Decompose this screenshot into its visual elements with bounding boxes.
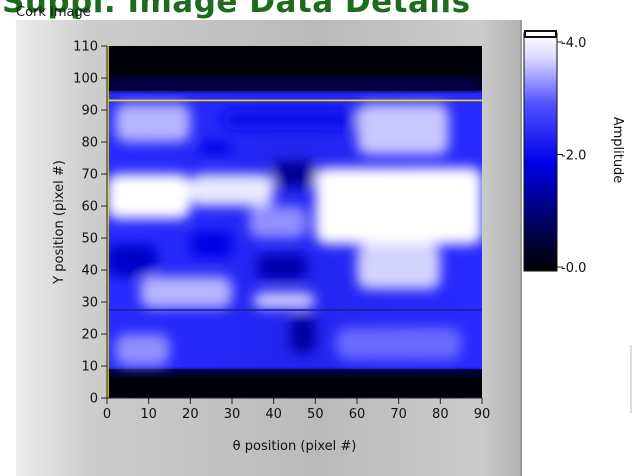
x-tick-label: 20	[182, 407, 199, 422]
dark-region-2	[290, 314, 316, 354]
x-axis-label: θ position (pixel #)	[233, 439, 357, 454]
colorbar	[523, 32, 558, 272]
y-tick-label: 40	[81, 264, 98, 279]
x-tick-label: 60	[349, 407, 366, 422]
x-tick-label: 30	[224, 407, 241, 422]
bright-region-5	[252, 292, 316, 309]
y-tick-label: 60	[81, 200, 98, 215]
x-tick-label: 40	[265, 407, 282, 422]
dark-region-0	[273, 161, 316, 187]
bright-region-3	[357, 244, 441, 290]
y-tick-label: 30	[81, 296, 98, 311]
x-tick-label: 50	[307, 407, 324, 422]
bottom-fade	[107, 369, 482, 376]
dark-region-5	[223, 110, 357, 130]
colorbar-ticks: -4.0 -2.0 -0.0	[557, 36, 586, 276]
colorbar-tick-label: -0.0	[561, 261, 586, 276]
dark-region-1	[257, 254, 307, 280]
x-tick-label: 0	[103, 407, 111, 422]
y-tick-label: 70	[81, 168, 98, 183]
dark-region-6	[190, 231, 232, 258]
colorbar-max-handle[interactable]	[524, 30, 557, 38]
x-tick-label: 70	[390, 407, 407, 422]
bright-region-8	[248, 206, 307, 238]
graph-title: Cork Image	[16, 5, 91, 20]
heatmap-plot-area	[107, 46, 482, 398]
y-tick-label: 50	[81, 232, 98, 247]
amplitude-regions	[107, 103, 482, 366]
colorbar-tick-label: -4.0	[561, 36, 586, 51]
x-tick-label: 10	[140, 407, 157, 422]
y-tick-label: 10	[81, 360, 98, 375]
y-tick-label: 0	[90, 392, 98, 407]
dark-region-3	[107, 244, 157, 277]
bright-region-2	[315, 167, 482, 245]
colorbar-label: Amplitude	[610, 117, 625, 184]
x-tick-label: 80	[432, 407, 449, 422]
axes: 0 10 20 30 40 50 60 70 80 90 100 110 0 10 20 30 40 50 60 70…	[73, 40, 490, 423]
bright-region-9	[115, 334, 170, 366]
page-edge-divider	[630, 345, 632, 413]
bright-region-4	[140, 276, 232, 309]
bright-region-7	[115, 103, 191, 142]
colorbar-tick-label: -2.0	[561, 149, 586, 164]
x-tick-label: 90	[474, 407, 491, 422]
bright-region-6	[357, 103, 449, 155]
y-tick-label: 110	[73, 40, 98, 55]
bright-region-1	[190, 174, 274, 206]
bright-region-10	[336, 327, 462, 360]
y-tick-label: 80	[81, 136, 98, 151]
dark-region-4	[198, 142, 232, 155]
y-axis-label: Y position (pixel #)	[52, 160, 67, 285]
top-fade	[107, 78, 482, 91]
bright-region-0	[107, 174, 191, 219]
y-tick-label: 20	[81, 328, 98, 343]
y-tick-label: 90	[81, 104, 98, 119]
page-heading: Suppl. Image Data Details	[2, 0, 471, 20]
y-tick-label: 100	[73, 72, 98, 87]
